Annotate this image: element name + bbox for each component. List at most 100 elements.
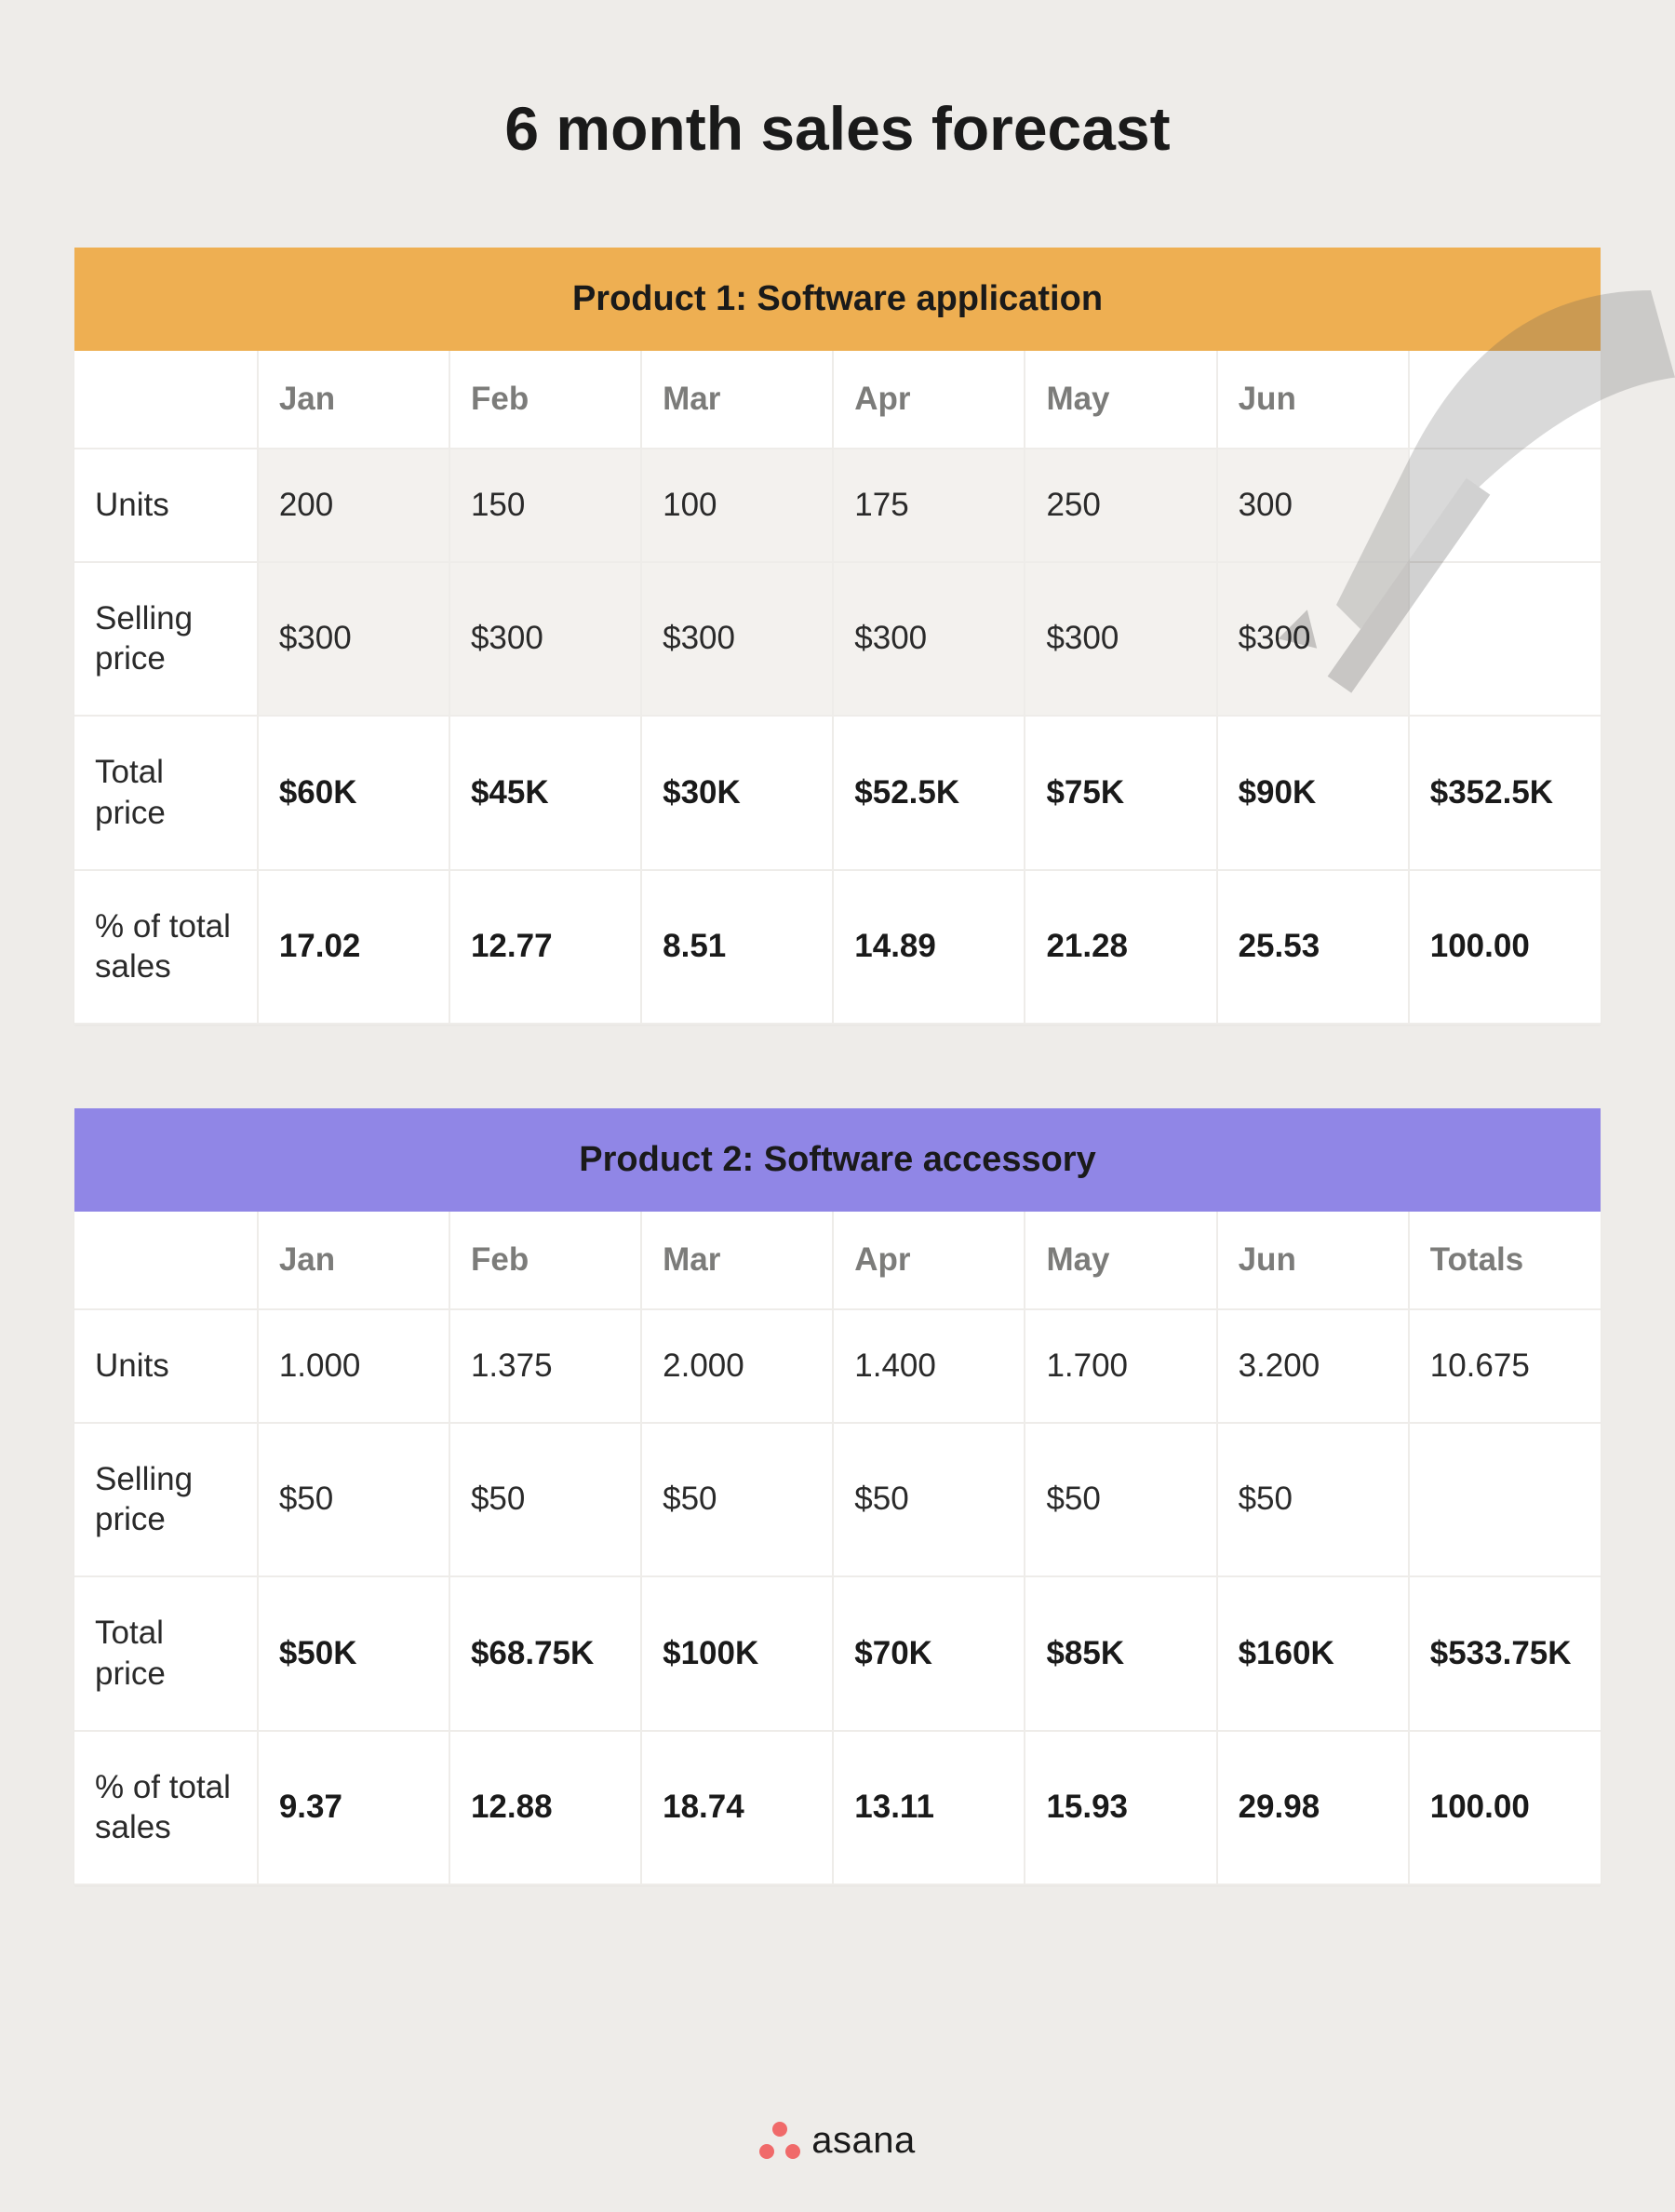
cell: [1409, 562, 1601, 717]
cell: $50: [1217, 1423, 1409, 1577]
cell: $60K: [258, 716, 449, 870]
cell: $50: [1025, 1423, 1216, 1577]
col-header: [74, 1212, 258, 1309]
table-row: Total price $60K $45K $30K $52.5K $75K $…: [74, 716, 1601, 870]
cell: 18.74: [641, 1731, 833, 1885]
row-label: Units: [74, 449, 258, 562]
cell: $533.75K: [1409, 1576, 1601, 1731]
cell: 1.375: [449, 1309, 641, 1423]
cell: $90K: [1217, 716, 1409, 870]
col-header: Mar: [641, 351, 833, 449]
cell: $352.5K: [1409, 716, 1601, 870]
row-label: Total price: [74, 716, 258, 870]
cell: $300: [833, 562, 1025, 717]
table-banner: Product 2: Software accessory: [74, 1108, 1601, 1212]
cell: $50: [833, 1423, 1025, 1577]
cell: 2.000: [641, 1309, 833, 1423]
page-title: 6 month sales forecast: [74, 93, 1601, 164]
table-banner: Product 1: Software application: [74, 248, 1601, 351]
col-header: Jun: [1217, 351, 1409, 449]
cell: 200: [258, 449, 449, 562]
cell: 100.00: [1409, 1731, 1601, 1885]
cell: 1.400: [833, 1309, 1025, 1423]
col-header: Apr: [833, 1212, 1025, 1309]
cell: $50K: [258, 1576, 449, 1731]
table-row: Selling price $50 $50 $50 $50 $50 $50: [74, 1423, 1601, 1577]
asana-dots-icon: [759, 2120, 800, 2161]
cell: $70K: [833, 1576, 1025, 1731]
cell: $300: [1217, 562, 1409, 717]
row-label: Selling price: [74, 1423, 258, 1577]
cell: $68.75K: [449, 1576, 641, 1731]
cell: $300: [258, 562, 449, 717]
col-header: Jun: [1217, 1212, 1409, 1309]
cell: 29.98: [1217, 1731, 1409, 1885]
cell: 175: [833, 449, 1025, 562]
cell: $160K: [1217, 1576, 1409, 1731]
table-row: Selling price $300 $300 $300 $300 $300 $…: [74, 562, 1601, 717]
footer-logo: asana: [0, 2120, 1675, 2166]
col-header: May: [1025, 1212, 1216, 1309]
col-header: Mar: [641, 1212, 833, 1309]
cell: 25.53: [1217, 870, 1409, 1025]
cell: $85K: [1025, 1576, 1216, 1731]
col-header: May: [1025, 351, 1216, 449]
cell: 10.675: [1409, 1309, 1601, 1423]
row-label: % of total sales: [74, 870, 258, 1025]
cell: 14.89: [833, 870, 1025, 1025]
cell: $300: [641, 562, 833, 717]
row-label: % of total sales: [74, 1731, 258, 1885]
table-row: Units 1.000 1.375 2.000 1.400 1.700 3.20…: [74, 1309, 1601, 1423]
cell: $50: [258, 1423, 449, 1577]
col-header: [1409, 351, 1601, 449]
cell: 100.00: [1409, 870, 1601, 1025]
header-row: Jan Feb Mar Apr May Jun Totals: [74, 1212, 1601, 1309]
cell: 12.88: [449, 1731, 641, 1885]
cell: 9.37: [258, 1731, 449, 1885]
cell: 17.02: [258, 870, 449, 1025]
cell: $52.5K: [833, 716, 1025, 870]
logo-text: asana: [811, 2120, 915, 2162]
cell: [1409, 1423, 1601, 1577]
cell: 13.11: [833, 1731, 1025, 1885]
cell: $300: [1025, 562, 1216, 717]
row-label: Total price: [74, 1576, 258, 1731]
data-table: Jan Feb Mar Apr May Jun Totals Units 1.0…: [74, 1212, 1601, 1885]
table-row: Units 200 150 100 175 250 300: [74, 449, 1601, 562]
cell: 8.51: [641, 870, 833, 1025]
col-header: Jan: [258, 1212, 449, 1309]
table-row: Total price $50K $68.75K $100K $70K $85K…: [74, 1576, 1601, 1731]
col-header: Feb: [449, 1212, 641, 1309]
cell: 300: [1217, 449, 1409, 562]
cell: 250: [1025, 449, 1216, 562]
cell: 15.93: [1025, 1731, 1216, 1885]
cell: [1409, 449, 1601, 562]
cell: 21.28: [1025, 870, 1216, 1025]
table-row: % of total sales 17.02 12.77 8.51 14.89 …: [74, 870, 1601, 1025]
col-header: Totals: [1409, 1212, 1601, 1309]
header-row: Jan Feb Mar Apr May Jun: [74, 351, 1601, 449]
row-label: Selling price: [74, 562, 258, 717]
forecast-table-product-2: Product 2: Software accessory Jan Feb Ma…: [74, 1108, 1601, 1885]
col-header: Apr: [833, 351, 1025, 449]
row-label: Units: [74, 1309, 258, 1423]
forecast-table-product-1: Product 1: Software application Jan Feb …: [74, 248, 1601, 1025]
cell: $75K: [1025, 716, 1216, 870]
cell: 150: [449, 449, 641, 562]
data-table: Jan Feb Mar Apr May Jun Units 200 150 10…: [74, 351, 1601, 1025]
col-header: [74, 351, 258, 449]
cell: 12.77: [449, 870, 641, 1025]
table-row: % of total sales 9.37 12.88 18.74 13.11 …: [74, 1731, 1601, 1885]
cell: $50: [641, 1423, 833, 1577]
cell: 100: [641, 449, 833, 562]
cell: $50: [449, 1423, 641, 1577]
col-header: Jan: [258, 351, 449, 449]
col-header: Feb: [449, 351, 641, 449]
cell: 1.700: [1025, 1309, 1216, 1423]
cell: $30K: [641, 716, 833, 870]
cell: $45K: [449, 716, 641, 870]
cell: $100K: [641, 1576, 833, 1731]
cell: 3.200: [1217, 1309, 1409, 1423]
cell: 1.000: [258, 1309, 449, 1423]
cell: $300: [449, 562, 641, 717]
